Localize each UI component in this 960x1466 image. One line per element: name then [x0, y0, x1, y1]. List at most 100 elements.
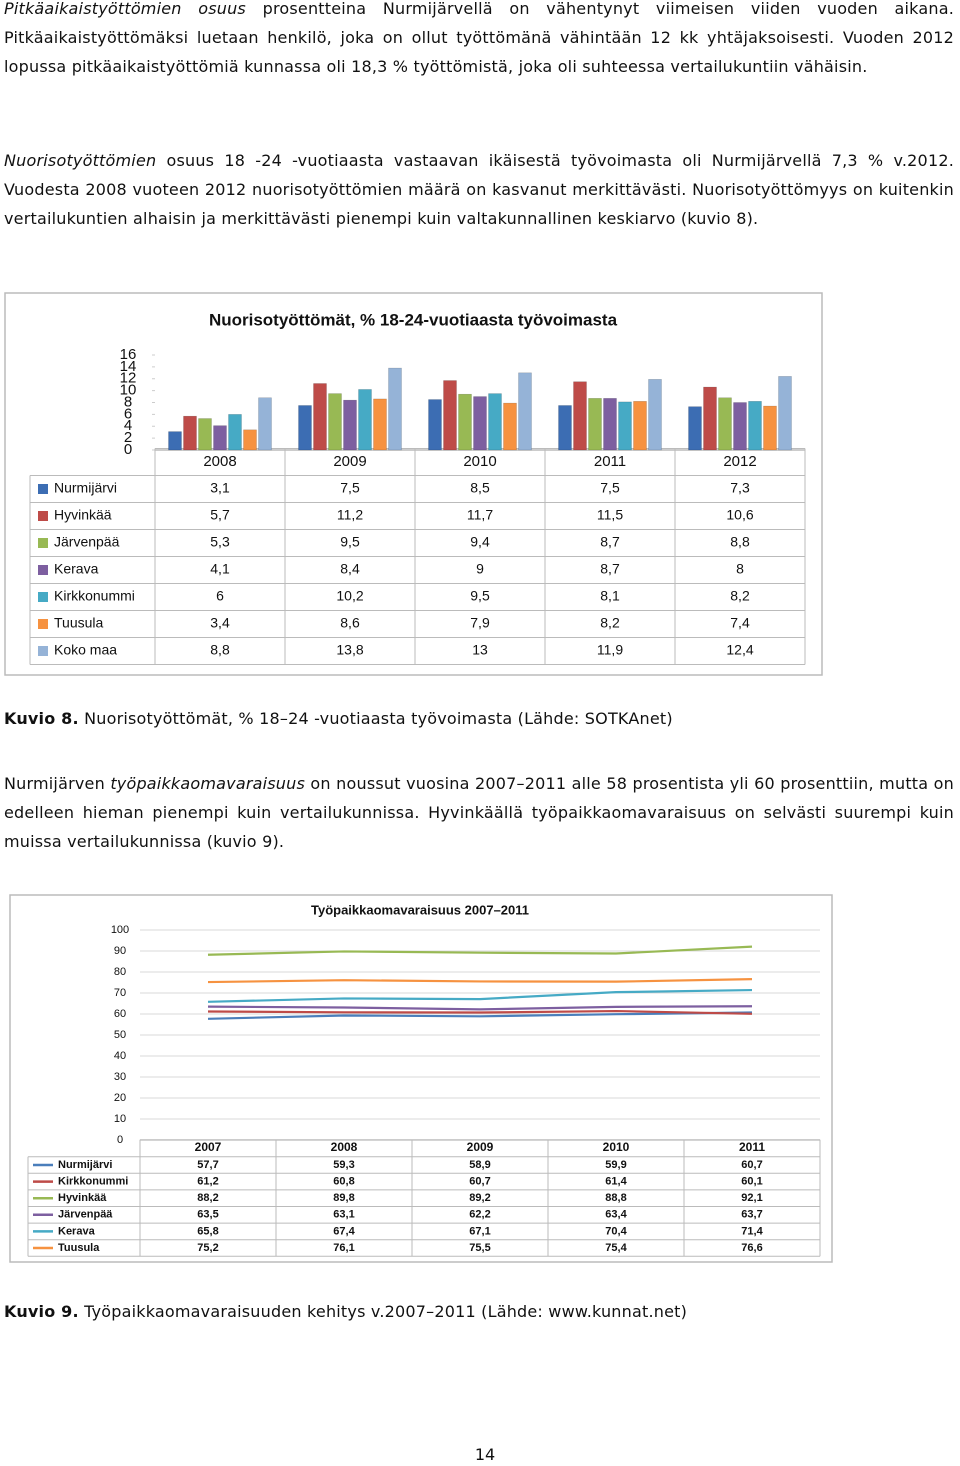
- legend-label: Kerava: [54, 561, 99, 577]
- y-tick-label: 70: [114, 987, 126, 999]
- legend-label: Kirkkonummi: [54, 588, 135, 604]
- text-run: Kuvio 9.: [4, 1302, 79, 1321]
- legend-label: Nurmijärvi: [58, 1159, 112, 1171]
- bar: [443, 380, 457, 451]
- bar: [388, 367, 402, 451]
- chart: Työpaikkaomavaraisuus 2007–2011 0 10 20 30 40…: [9, 894, 833, 1263]
- value-label: 89,2: [469, 1192, 490, 1204]
- y-tick-label: 90: [114, 945, 126, 957]
- chart-frame: [4, 292, 823, 676]
- value-label: 9: [476, 561, 484, 577]
- line: [207, 988, 753, 1003]
- bar: [778, 376, 792, 451]
- paragraph: Nurmijärven työpaikkaomavaraisuus on nou…: [4, 769, 954, 856]
- bar: [198, 418, 212, 451]
- bar: [168, 431, 182, 451]
- x-tick-label: 2012: [723, 453, 756, 470]
- value-label: 5,3: [210, 534, 230, 550]
- y-tick-label: 10: [114, 1113, 126, 1125]
- value-label: 9,5: [340, 534, 360, 550]
- value-label: 75,2: [197, 1242, 218, 1254]
- value-label: 12,4: [726, 642, 753, 658]
- y-tick-label: 12: [120, 370, 137, 387]
- value-label: 60,1: [741, 1176, 762, 1188]
- value-label: 61,4: [605, 1176, 627, 1188]
- value-label: 60,8: [333, 1176, 354, 1188]
- bar: [558, 405, 572, 451]
- value-label: 8,7: [600, 561, 620, 577]
- y-tick-label: 30: [114, 1071, 126, 1083]
- chart: Nuorisotyöttömät, % 18-24-vuotiaasta työ…: [4, 292, 823, 676]
- value-label: 6: [216, 588, 224, 604]
- caption: Kuvio 8. Nuorisotyöttömät, % 18–24 -vuot…: [4, 704, 673, 733]
- x-tick-label: 2008: [331, 1140, 358, 1154]
- y-tick-label: 20: [114, 1092, 126, 1104]
- x-tick-label: 2009: [333, 453, 366, 470]
- value-label: 63,4: [605, 1209, 627, 1221]
- text-run: Kuvio 8.: [4, 709, 79, 728]
- legend-swatch: [38, 646, 48, 656]
- value-label: 10,2: [336, 588, 363, 604]
- x-tick-label: 2009: [467, 1140, 494, 1154]
- chart-title: Nuorisotyöttömät, % 18-24-vuotiaasta työ…: [209, 310, 618, 329]
- x-tick-label: 2011: [739, 1140, 765, 1154]
- value-label: 13,8: [336, 642, 363, 658]
- bar: [763, 405, 777, 451]
- value-label: 9,5: [470, 588, 490, 604]
- bar: [458, 393, 472, 451]
- value-label: 60,7: [741, 1159, 762, 1171]
- value-label: 63,1: [333, 1209, 354, 1221]
- value-label: 7,5: [600, 480, 620, 496]
- legend-swatch: [38, 511, 48, 521]
- value-label: 61,2: [197, 1176, 218, 1188]
- value-label: 11,5: [597, 507, 623, 523]
- y-tick-label: 0: [124, 441, 132, 458]
- value-label: 8,7: [600, 534, 620, 550]
- value-label: 3,4: [210, 615, 230, 631]
- value-label: 76,6: [741, 1242, 762, 1254]
- page-number: 14: [474, 1445, 496, 1464]
- bar: [328, 393, 342, 451]
- value-label: 62,2: [469, 1209, 490, 1221]
- y-tick-label: 40: [114, 1050, 126, 1062]
- value-label: 60,7: [469, 1176, 490, 1188]
- bar: [213, 425, 227, 451]
- value-label: 11,9: [597, 642, 623, 658]
- y-tick-label: 14: [120, 358, 137, 375]
- bar: [473, 396, 487, 451]
- value-label: 75,5: [469, 1242, 490, 1254]
- value-label: 5,7: [210, 507, 230, 523]
- bar: [703, 386, 717, 451]
- text-run: Nuorisotyöttömien: [4, 151, 157, 170]
- value-label: 70,4: [605, 1225, 627, 1237]
- value-label: 8,1: [600, 588, 620, 604]
- y-tick-label: 10: [120, 382, 137, 399]
- value-label: 65,8: [197, 1225, 218, 1237]
- x-tick-label: 2010: [603, 1140, 630, 1154]
- line: [207, 945, 753, 956]
- line: [207, 1011, 753, 1020]
- value-label: 59,3: [333, 1159, 354, 1171]
- y-tick-label: 100: [111, 924, 129, 936]
- bar: [718, 397, 732, 451]
- value-label: 76,1: [333, 1242, 354, 1254]
- bar: [488, 393, 502, 451]
- legend-label: Järvenpää: [54, 534, 120, 550]
- text-run: on noussut vuosina 2007–2011 alle 58 pro…: [4, 774, 954, 851]
- y-tick-label: 6: [124, 405, 132, 422]
- value-label: 92,1: [741, 1192, 762, 1204]
- value-label: 59,9: [605, 1159, 626, 1171]
- value-label: 63,7: [741, 1209, 762, 1221]
- value-label: 3,1: [210, 480, 230, 496]
- y-tick-label: 80: [114, 966, 126, 978]
- value-label: 58,9: [469, 1159, 490, 1171]
- value-label: 67,4: [333, 1225, 355, 1237]
- text-run: Pitkäaikaistyöttömien osuus: [4, 0, 246, 18]
- bar: [298, 405, 312, 451]
- bar: [518, 372, 532, 451]
- y-tick-label: 4: [124, 417, 132, 434]
- value-label: 8,6: [340, 615, 360, 631]
- bar: [183, 415, 197, 451]
- legend-label: Hyvinkää: [58, 1192, 107, 1204]
- bar: [258, 397, 272, 451]
